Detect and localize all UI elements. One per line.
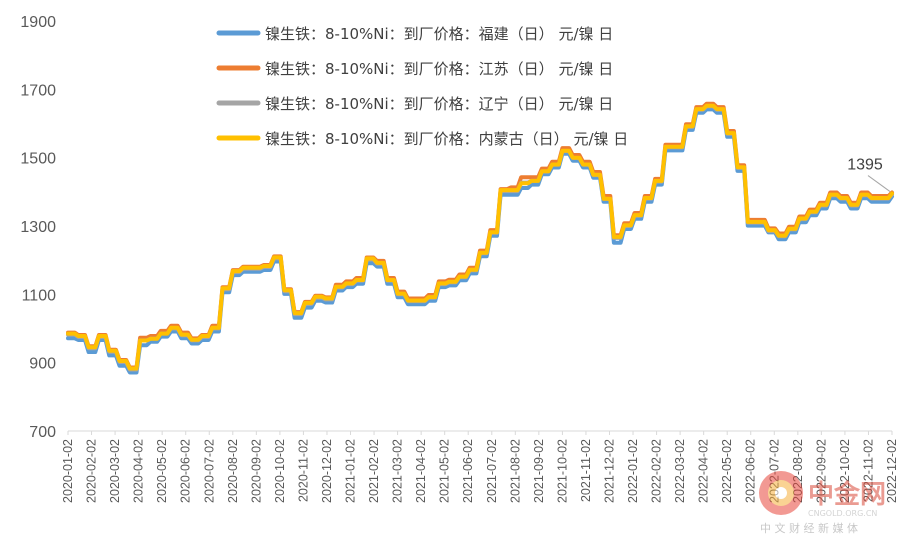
x-tick-label: 2020-09-02: [249, 439, 263, 503]
x-tick-label: 2022-01-02: [626, 439, 640, 503]
x-tick-label: 2020-10-02: [273, 439, 287, 503]
annotation-layer: 1395: [847, 157, 891, 192]
x-tick-label: 2021-08-02: [508, 439, 522, 503]
x-tick-label: 2022-05-02: [720, 439, 734, 503]
x-tick-label: 2021-07-02: [485, 439, 499, 503]
x-tick-label: 2020-12-02: [320, 439, 334, 503]
x-tick-label: 2020-06-02: [179, 439, 193, 503]
watermark-logo-icon: [759, 471, 803, 515]
x-tick-label: 2021-01-02: [344, 439, 358, 503]
x-tick-label: 2020-05-02: [155, 439, 169, 503]
x-tick-label: 2020-01-02: [61, 439, 75, 503]
legend-label-2: 镍生铁：8-10%Ni：到厂价格：江苏（日） 元/镍 日: [265, 60, 613, 78]
x-tick-label: 2022-09-02: [814, 439, 828, 503]
x-tick-label: 2022-06-02: [744, 439, 758, 503]
x-tick-label: 2022-04-02: [697, 439, 711, 503]
series-line-1: [66, 107, 894, 375]
x-tick-label: 2021-02-02: [367, 439, 381, 503]
y-tick-label: 900: [29, 356, 56, 373]
watermark: 中金网 CNGOLD.ORG.CN 中 文 财 经 新 媒 体: [759, 471, 886, 535]
x-tick-label: 2022-10-02: [838, 439, 852, 503]
x-tick-label: 2022-12-02: [885, 439, 899, 503]
series-layer: [66, 101, 894, 375]
y-tick-label: 1500: [20, 151, 56, 168]
x-tick-label: 2021-12-02: [602, 439, 616, 503]
x-tick-label: 2021-10-02: [555, 439, 569, 503]
x-tick-label: 2022-02-02: [650, 439, 664, 503]
x-tick-label: 2022-03-02: [673, 439, 687, 503]
y-tick-label: 1100: [22, 287, 57, 304]
legend: 镍生铁：8-10%Ni：到厂价格：福建（日） 元/镍 日镍生铁：8-10%Ni：…: [216, 25, 628, 148]
legend-label-4: 镍生铁：8-10%Ni：到厂价格：内蒙古（日） 元/镍 日: [265, 130, 628, 148]
x-tick-label: 2021-11-02: [579, 439, 593, 502]
x-tick-label: 2020-07-02: [202, 439, 216, 503]
legend-label-3: 镍生铁：8-10%Ni：到厂价格：辽宁（日） 元/镍 日: [265, 95, 613, 113]
x-tick-label: 2021-03-02: [391, 439, 405, 503]
x-tick-label: 2020-03-02: [108, 439, 122, 503]
annotation-leader-line: [867, 175, 891, 192]
y-tick-label: 1700: [20, 82, 56, 99]
legend-label-1: 镍生铁：8-10%Ni：到厂价格：福建（日） 元/镍 日: [265, 25, 613, 43]
watermark-title: 中金网: [808, 479, 886, 510]
y-tick-label: 1900: [20, 14, 56, 31]
watermark-url: CNGOLD.ORG.CN: [808, 509, 877, 518]
watermark-subtitle: 中 文 财 经 新 媒 体: [760, 521, 858, 535]
series-line-4: [66, 103, 894, 371]
x-tick-label: 2020-08-02: [226, 439, 240, 503]
annotation-label: 1395: [847, 157, 883, 174]
x-tick-label: 2021-09-02: [532, 439, 546, 503]
x-tick-label: 2021-06-02: [461, 439, 475, 503]
x-tick-label: 2020-11-02: [296, 439, 310, 502]
x-tick-label: 2020-02-02: [85, 439, 99, 503]
y-tick-label: 700: [29, 424, 56, 441]
x-tick-label: 2021-04-02: [414, 439, 428, 503]
x-tick-label: 2020-04-02: [132, 439, 146, 503]
x-tick-label: 2022-11-02: [861, 439, 875, 502]
x-tick-label: 2021-05-02: [438, 439, 452, 503]
y-tick-label: 1300: [20, 219, 56, 236]
y-axis: 700 900 1100 1300 1500 1700 1900: [20, 14, 56, 441]
